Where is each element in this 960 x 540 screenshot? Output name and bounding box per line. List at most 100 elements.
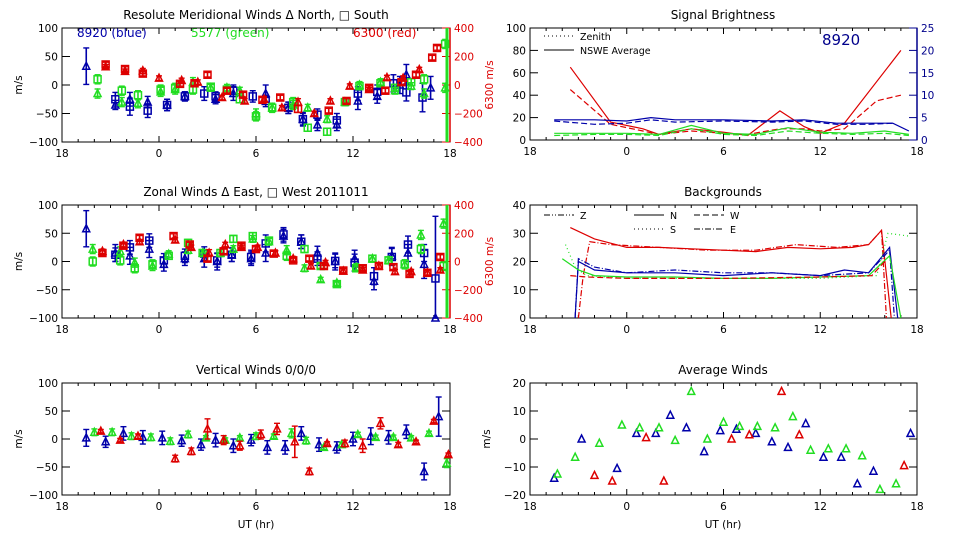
data-point-triangle xyxy=(217,91,227,102)
data-point-square xyxy=(145,236,154,245)
y-tick-label: 20 xyxy=(513,257,526,269)
data-point-square xyxy=(264,236,274,245)
backgrounds-plot-frame xyxy=(529,204,918,319)
data-point-square xyxy=(248,92,258,101)
y-tick-label: 40 xyxy=(513,90,526,102)
data-point-triangle xyxy=(154,72,164,82)
y-tick-label: 100 xyxy=(38,200,58,212)
data-point-square xyxy=(355,81,364,91)
zonal-title: Zonal Winds Δ East, □ West 2011011 xyxy=(143,185,368,199)
y-tick-label: 20 xyxy=(513,113,526,125)
data-point-triangle xyxy=(718,416,729,426)
data-point-square xyxy=(322,127,332,136)
x-tick-label: 0 xyxy=(156,324,163,336)
data-point-triangle xyxy=(424,427,434,438)
data-point-triangle xyxy=(236,241,247,252)
data-point-triangle xyxy=(115,245,125,256)
data-point-triangle xyxy=(370,431,381,442)
data-point-triangle xyxy=(183,428,193,439)
data-point-square xyxy=(416,244,426,254)
series-line xyxy=(554,116,910,132)
data-point-triangle xyxy=(366,430,376,440)
right-tick-label: −200 xyxy=(454,285,483,297)
data-point-square xyxy=(164,251,173,261)
data-point-triangle xyxy=(110,99,121,109)
data-point-square xyxy=(175,79,185,89)
vertical-title: Vertical Winds 0/0/0 xyxy=(196,363,316,377)
data-point-square xyxy=(227,250,236,259)
data-point-square xyxy=(324,106,333,115)
signal-brightness-panel: Signal Brightness 8920 18 0 6 12 18100806040… xyxy=(506,8,934,158)
data-point-triangle xyxy=(443,449,454,459)
data-point-triangle xyxy=(841,443,851,453)
series-6300-z xyxy=(577,228,887,319)
data-point-square xyxy=(117,86,127,95)
data-point-triangle xyxy=(836,451,846,461)
data-point-triangle xyxy=(419,87,429,98)
average-title: Average Winds xyxy=(678,363,768,377)
data-point-square xyxy=(406,77,416,87)
data-point-square xyxy=(364,83,374,93)
series-line xyxy=(561,254,902,319)
data-point-square xyxy=(238,90,248,99)
data-point-triangle xyxy=(115,434,125,444)
data-point-triangle xyxy=(665,409,676,419)
data-point-triangle xyxy=(776,385,787,396)
series-6300-south xyxy=(101,43,442,115)
meridional-ylabel: m/s xyxy=(13,75,25,94)
data-point-triangle xyxy=(117,96,127,106)
data-point-triangle xyxy=(411,436,421,446)
data-point-triangle xyxy=(751,427,761,438)
data-point-square xyxy=(251,244,261,254)
x-tick-label: 6 xyxy=(720,324,727,336)
data-point-triangle xyxy=(118,427,129,438)
x-tick-label: 0 xyxy=(623,501,630,513)
data-point-triangle xyxy=(312,119,323,129)
y-tick-label: 50 xyxy=(45,406,58,418)
data-point-triangle xyxy=(752,420,763,431)
data-point-square xyxy=(431,274,440,283)
data-point-triangle xyxy=(651,427,661,438)
series-5577-zenith xyxy=(554,128,909,137)
data-point-triangle xyxy=(416,229,426,239)
data-point-triangle xyxy=(634,422,645,432)
brightness-title: Signal Brightness xyxy=(671,8,776,22)
data-point-triangle xyxy=(715,424,725,435)
data-point-triangle xyxy=(348,433,358,443)
data-point-triangle xyxy=(146,431,156,442)
x-tick-label: 0 xyxy=(623,146,630,158)
data-point-triangle xyxy=(398,72,408,82)
y-tick-label: −50 xyxy=(36,285,58,297)
data-point-triangle xyxy=(88,243,98,253)
x-tick-label: 0 xyxy=(156,148,163,160)
right-tick-label: 5 xyxy=(921,113,928,125)
data-point-square xyxy=(330,256,340,266)
data-point-triangle xyxy=(304,465,315,476)
data-point-triangle xyxy=(202,423,213,433)
data-point-square xyxy=(376,79,385,88)
data-point-square xyxy=(358,264,367,273)
data-point-triangle xyxy=(382,71,392,82)
data-point-square xyxy=(111,95,120,104)
data-point-square xyxy=(332,279,342,289)
data-point-triangle xyxy=(393,438,403,449)
series-line xyxy=(554,128,909,137)
data-point-triangle xyxy=(805,444,816,454)
data-point-square xyxy=(162,100,172,110)
legend-label: Zenith xyxy=(580,32,611,43)
data-point-square xyxy=(423,268,432,278)
series-line xyxy=(577,228,887,319)
y-tick-label: 0 xyxy=(51,80,58,92)
data-point-square xyxy=(93,75,102,84)
data-point-triangle xyxy=(401,426,412,436)
data-point-square xyxy=(332,116,342,125)
data-point-triangle xyxy=(570,451,580,461)
data-point-square xyxy=(203,70,212,79)
vertical-ylabel: m/s xyxy=(13,429,25,448)
data-point-triangle xyxy=(617,419,627,429)
series-8920 xyxy=(549,409,916,488)
data-point-triangle xyxy=(607,475,617,485)
data-point-triangle xyxy=(670,434,680,445)
right-tick-label: 25 xyxy=(921,23,934,35)
y-tick-label: 100 xyxy=(38,23,58,35)
